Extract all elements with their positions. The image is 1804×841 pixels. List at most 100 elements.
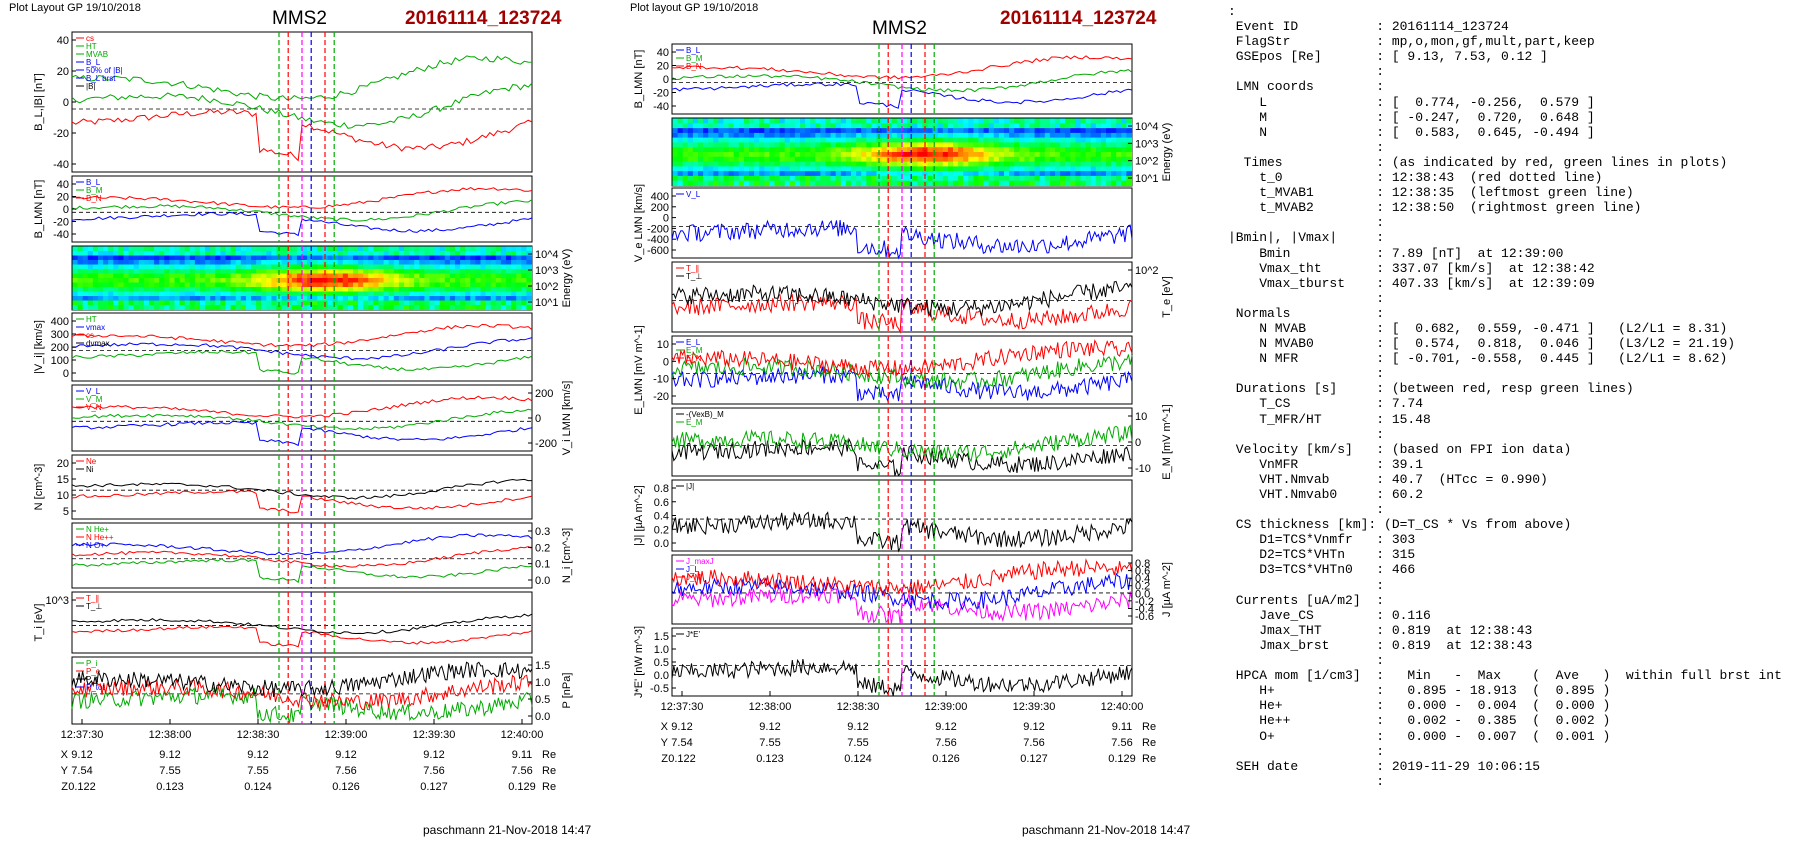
spectrogram-cell: [225, 273, 232, 279]
spectrogram-cell: [942, 147, 949, 153]
spectrogram-cell: [1080, 132, 1087, 139]
spectrogram-cell: [230, 300, 237, 306]
spectrogram-cell: [393, 264, 400, 270]
spectrogram-cell: [1034, 161, 1041, 167]
spectrogram-cell: [271, 251, 278, 257]
y-tick-label: -0.5: [650, 683, 669, 695]
spectrogram-cell: [840, 161, 847, 167]
legend-entry: vmax: [86, 323, 105, 332]
spectrogram-cell: [851, 128, 857, 134]
spectrogram-cell: [983, 152, 990, 158]
spectrogram-cell: [1055, 123, 1061, 129]
spectrogram-cell: [424, 305, 431, 311]
spectrogram-cell: [1121, 123, 1127, 129]
spectrogram-cell: [383, 246, 390, 252]
spectrogram-cell: [1121, 147, 1127, 153]
spectrogram-cell: [419, 273, 425, 279]
spectrogram-cell: [1070, 166, 1076, 172]
spectrogram-cell: [77, 305, 84, 311]
spectrogram-cell: [342, 269, 349, 275]
spectrogram-cell: [251, 269, 257, 275]
spectrogram-cell: [332, 287, 339, 293]
spectrogram-cell: [398, 273, 405, 279]
spectrogram-cell: [723, 123, 730, 129]
spectrogram-cell: [1055, 152, 1061, 158]
spectrogram-cell: [337, 251, 344, 257]
spectrogram-cell: [820, 152, 827, 158]
spectrogram-cell: [194, 273, 201, 279]
spectrogram-cell: [291, 264, 298, 270]
spectrogram-cell: [118, 269, 125, 275]
spectrogram-cell: [1014, 166, 1020, 172]
spectrogram-cell: [902, 161, 908, 167]
spectrogram-cell: [968, 152, 974, 158]
spectrogram-cell: [317, 246, 323, 252]
spectrogram-cell: [455, 255, 461, 261]
spectrogram-cell: [1116, 152, 1122, 158]
spectrogram-cell: [789, 156, 796, 163]
spectrogram-cell: [281, 273, 288, 279]
plot-panel: 0.80.60.40.20.0-0.2-0.4-0.6J [µA m^-2]J_…: [671, 554, 1173, 625]
spectrogram-cell: [942, 175, 949, 182]
spectrogram-cell: [388, 273, 395, 279]
spectrogram-cell: [764, 161, 770, 167]
spectrogram-cell: [388, 246, 395, 252]
spectrogram-cell: [794, 128, 801, 134]
spectrogram-cell: [1044, 142, 1051, 148]
spectrogram-cell: [526, 287, 533, 293]
spectrogram-cell: [820, 175, 827, 182]
position-row-label: Z: [661, 753, 668, 765]
spectrogram-cell: [429, 282, 436, 288]
spectrogram-cell: [286, 287, 293, 293]
spectrogram-cell: [460, 278, 466, 284]
spectrogram-cell: [998, 152, 1005, 158]
legend-entry: B_M: [686, 54, 703, 63]
spectrogram-cell: [835, 147, 842, 153]
spectrogram-cell: [947, 156, 954, 163]
spectrogram-cell: [495, 273, 502, 279]
spectrogram-cell: [444, 246, 451, 252]
spectrogram-cell: [404, 264, 410, 270]
summary-line: LMN coords :: [1228, 79, 1385, 95]
spectrogram-cell: [779, 156, 786, 163]
spectrogram-cell: [143, 282, 150, 288]
spectrogram-cell: [291, 255, 298, 261]
spectrogram-cell: [210, 255, 216, 261]
spectrogram-cell: [286, 251, 293, 257]
spectrogram-cell: [1100, 161, 1107, 167]
spectrogram-cell: [1070, 156, 1076, 163]
spectrogram-cell: [347, 305, 354, 311]
spectrogram-cell: [261, 269, 267, 275]
spectrogram-cell: [286, 296, 293, 302]
spectrogram-cell: [210, 282, 216, 288]
summary-line: Currents [uA/m2] :: [1228, 592, 1385, 608]
legend-entry: |J|: [686, 482, 694, 491]
spectrogram-cell: [240, 278, 247, 284]
spectrogram-cell: [393, 260, 400, 266]
spectrogram-cell: [169, 251, 176, 257]
spectrogram-cell: [465, 305, 471, 311]
spectrogram-cell: [794, 132, 801, 139]
spectrogram-cell: [1049, 161, 1056, 167]
spectrogram-cell: [723, 175, 730, 182]
spectrogram-cell: [958, 142, 964, 148]
summary-line: O+ : 0.000 - 0.007 ( 0.001 ): [1228, 728, 1611, 744]
summary-line: Jave_CS : 0.116: [1228, 607, 1431, 623]
spectrogram-cell: [896, 166, 903, 172]
spectrogram-cell: [672, 137, 679, 143]
spectrogram-cell: [845, 142, 852, 148]
spectrogram-cell: [215, 282, 221, 288]
spectrogram-cell: [713, 123, 719, 129]
spectrogram-cell: [174, 287, 181, 293]
spectrogram-cell: [983, 180, 990, 187]
spectrogram-cell: [1065, 137, 1071, 143]
spectrogram-cell: [302, 251, 308, 257]
spectrogram-cell: [429, 278, 436, 284]
spectrogram-cell: [138, 273, 145, 279]
legend-entry: HT: [86, 315, 97, 324]
y-axis-label: N_i [cm^-3]: [561, 528, 573, 583]
spectrogram-cell: [189, 278, 196, 284]
spectrogram-cell: [723, 128, 730, 134]
spectrogram-cell: [1014, 180, 1020, 187]
spectrogram-cell: [485, 305, 492, 311]
